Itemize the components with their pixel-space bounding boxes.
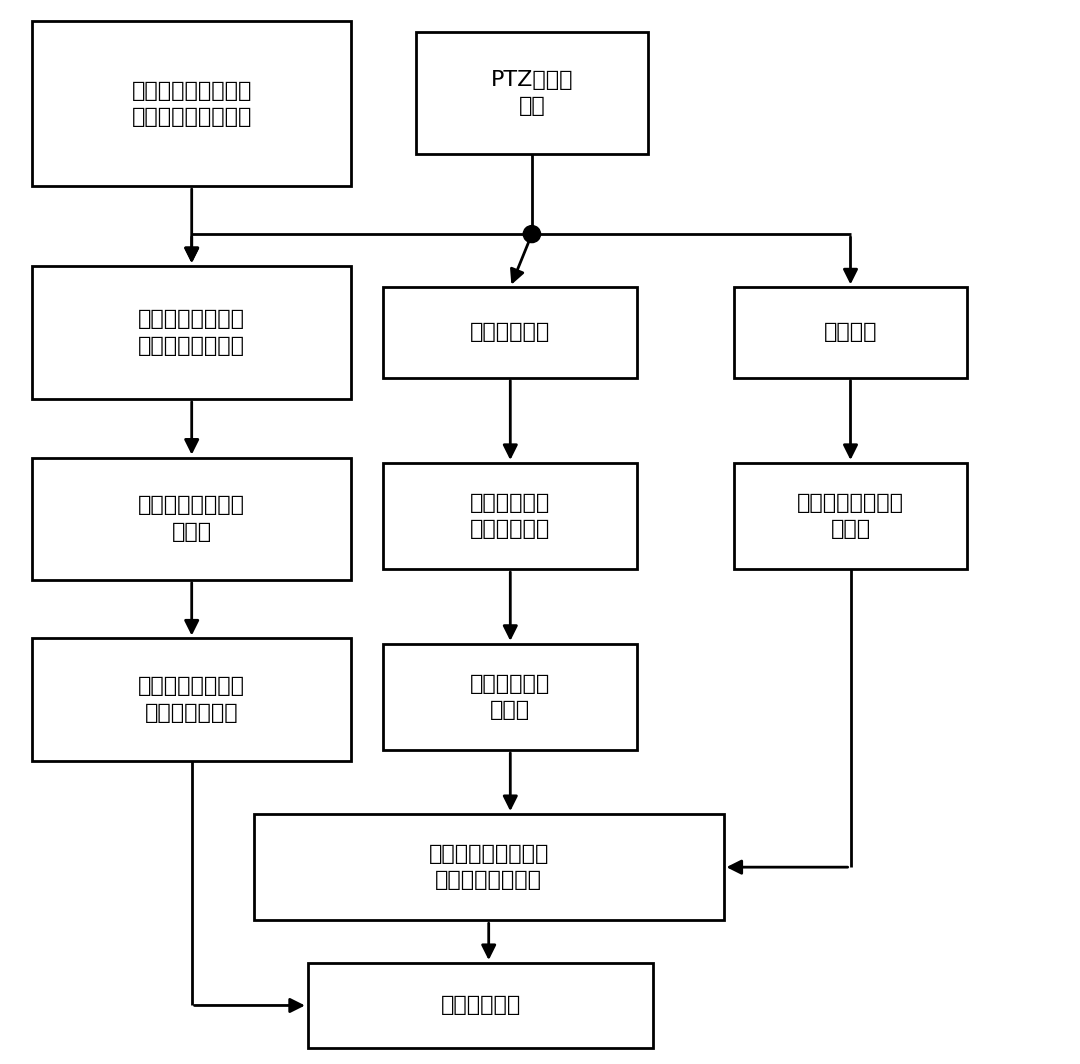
Bar [254, 814, 724, 920]
Bar [383, 463, 637, 569]
Bar [308, 963, 653, 1048]
Text: PTZ摄像机
输入: PTZ摄像机 输入 [490, 70, 573, 116]
Bar [416, 32, 648, 154]
Circle shape [523, 226, 540, 243]
Text: 背景建模: 背景建模 [824, 322, 877, 343]
Text: 摄像机标定，求内
外参数: 摄像机标定，求内 外参数 [138, 496, 245, 542]
Text: 在单帧图像中标定
特征点的图像坐标: 在单帧图像中标定 特征点的图像坐标 [138, 310, 245, 355]
Bar [32, 638, 351, 761]
Text: 排队长度测量: 排队长度测量 [441, 996, 521, 1015]
Bar [32, 266, 351, 399]
Bar [32, 21, 351, 186]
Text: 确定车道范围
设置感兴趣域: 确定车道范围 设置感兴趣域 [470, 493, 551, 539]
Bar [734, 463, 967, 569]
Text: 交通标线中选择标定
参考物及其几何尺寸: 交通标线中选择标定 参考物及其几何尺寸 [132, 81, 252, 127]
Bar [383, 287, 637, 378]
Bar [734, 287, 967, 378]
Text: 提取背景图像的纹
理特征: 提取背景图像的纹 理特征 [797, 493, 904, 539]
Bar [32, 458, 351, 580]
Text: 提取单帧图像: 提取单帧图像 [470, 322, 551, 343]
Text: 提取车道的纹
理特征: 提取车道的纹 理特征 [470, 674, 551, 720]
Text: 建立世界与图像坐
标系的换算关系: 建立世界与图像坐 标系的换算关系 [138, 677, 245, 722]
Bar [383, 644, 637, 750]
Text: 车道的占空状态判别
确定排队尾部位置: 车道的占空状态判别 确定排队尾部位置 [429, 844, 549, 891]
